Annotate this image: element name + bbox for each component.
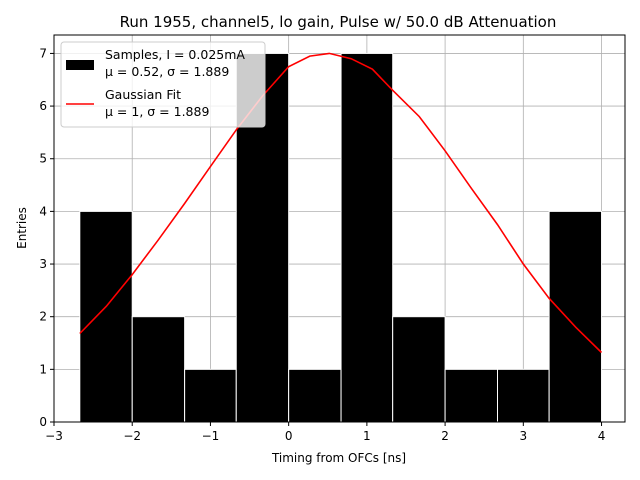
y-tick-label: 6 <box>39 99 47 113</box>
legend-fit-stats: μ = 1, σ = 1.889 <box>105 104 209 119</box>
y-tick-label: 2 <box>39 310 47 324</box>
y-axis-label: Entries <box>15 207 29 249</box>
x-tick-label: −1 <box>202 429 220 443</box>
histogram-bar <box>184 368 237 423</box>
legend-box <box>60 41 266 128</box>
chart-title: Run 1955, channel5, lo gain, Pulse w/ 50… <box>120 13 557 31</box>
histogram-bar <box>131 316 186 423</box>
plot-frame <box>53 34 626 423</box>
gaussian-fit-line <box>79 52 603 354</box>
x-tick-label: −3 <box>45 429 63 443</box>
y-tick-label: 7 <box>39 46 47 60</box>
x-tick-label: 4 <box>598 429 606 443</box>
legend-samples-stats: μ = 0.52, σ = 1.889 <box>105 64 229 79</box>
x-tick-label: 2 <box>441 429 449 443</box>
x-tick-label: 3 <box>519 429 527 443</box>
y-tick-label: 1 <box>39 362 47 376</box>
histogram-bar <box>288 368 342 423</box>
histogram-bar <box>79 210 133 423</box>
legend-samples-label: Samples, I = 0.025mA <box>105 47 245 62</box>
histogram-bar <box>497 368 550 423</box>
x-tick-label: 0 <box>285 429 293 443</box>
fit-curve-group <box>79 52 603 354</box>
x-tick-label: 1 <box>363 429 371 443</box>
x-axis-ticks: −3 −2 −1 0 1 2 3 4 <box>45 422 605 443</box>
x-tick-label: −2 <box>123 429 141 443</box>
legend-fit-label: Gaussian Fit <box>105 87 181 102</box>
y-tick-label: 4 <box>39 204 47 218</box>
y-axis-ticks: 0 1 2 3 4 5 6 7 <box>39 46 54 429</box>
histogram-bars <box>79 52 603 423</box>
legend: Samples, I = 0.025mA μ = 0.52, σ = 1.889… <box>60 41 266 128</box>
y-tick-label: 3 <box>39 257 47 271</box>
y-tick-label: 0 <box>39 415 47 429</box>
legend-samples-swatch <box>66 60 94 70</box>
histogram-bar <box>444 368 499 423</box>
y-tick-label: 5 <box>39 152 47 166</box>
histogram-bar <box>392 316 446 423</box>
histogram-bar <box>340 52 394 423</box>
x-axis-label: Timing from OFCs [ns] <box>271 451 406 465</box>
histogram-bar <box>548 210 603 423</box>
